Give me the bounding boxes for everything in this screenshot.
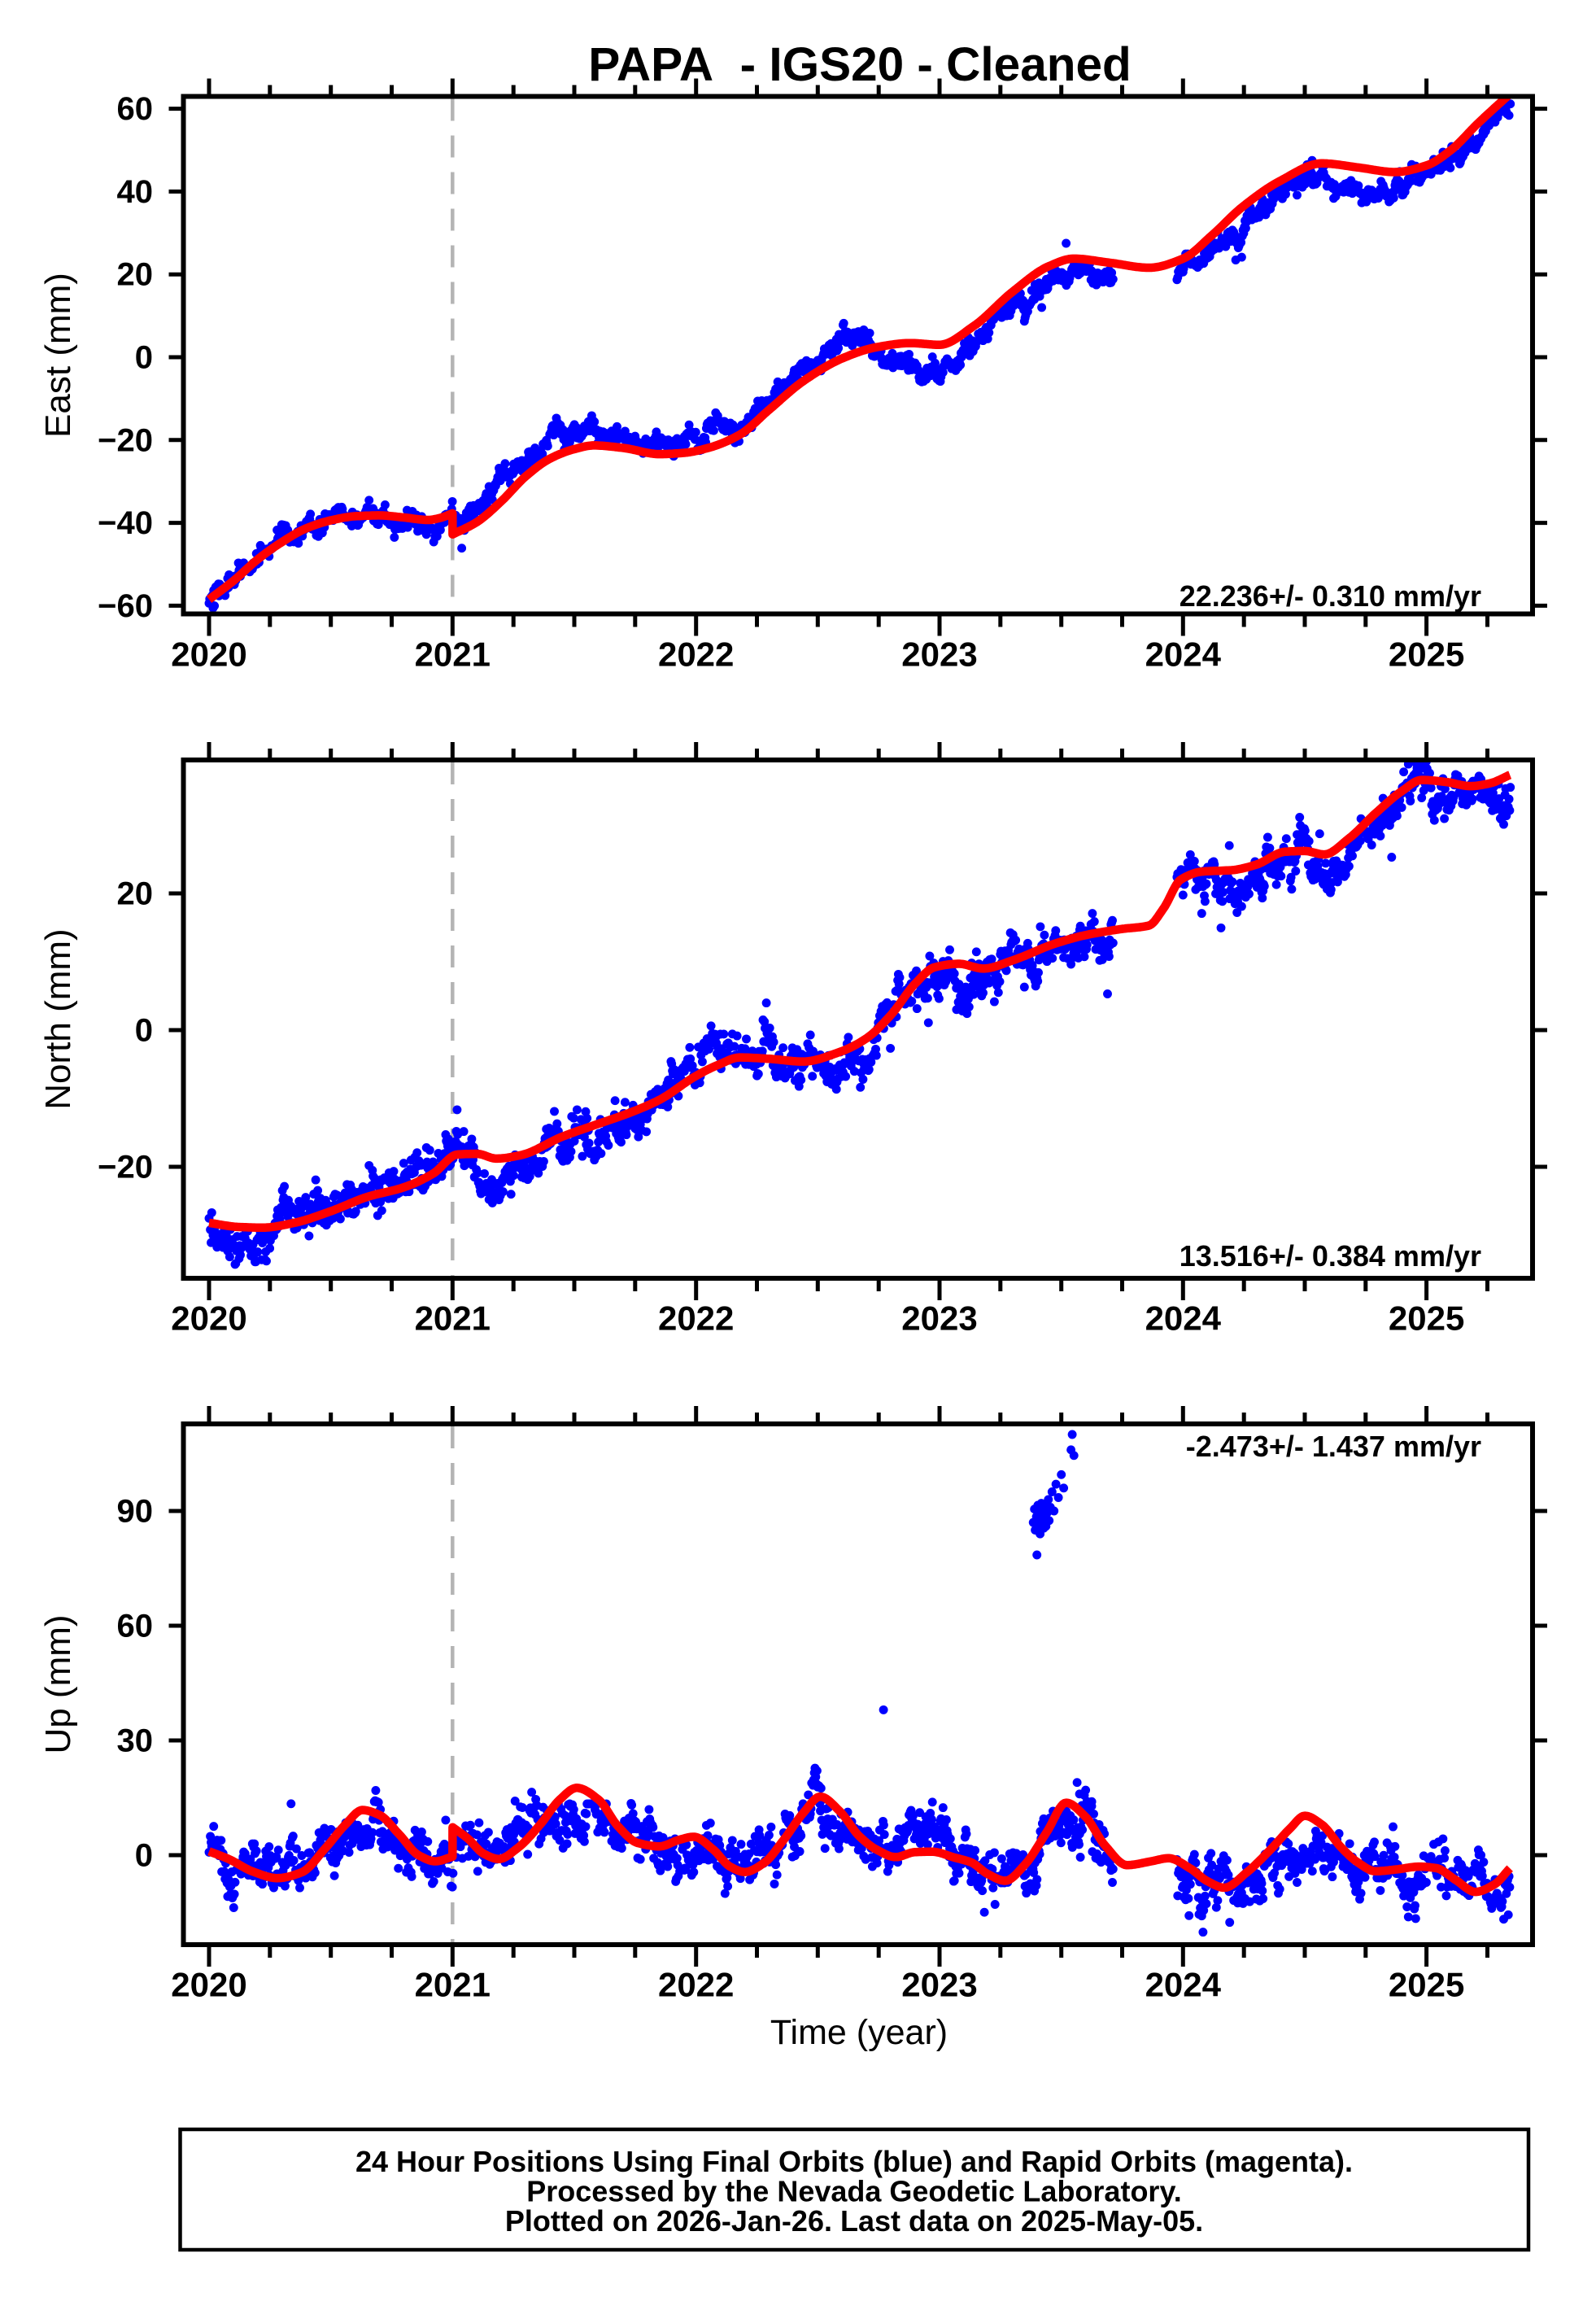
svg-text:2021: 2021 xyxy=(415,635,491,674)
svg-text:−20: −20 xyxy=(98,1150,153,1186)
svg-text:Up (mm): Up (mm) xyxy=(38,1614,78,1753)
svg-text:13.516+/- 0.384 mm/yr: 13.516+/- 0.384 mm/yr xyxy=(1180,1239,1481,1273)
svg-text:2020: 2020 xyxy=(171,1299,246,1338)
svg-text:40: 40 xyxy=(117,174,154,210)
svg-text:2023: 2023 xyxy=(901,1966,977,2004)
svg-text:0: 0 xyxy=(135,1013,153,1049)
svg-text:2021: 2021 xyxy=(415,1299,491,1338)
svg-text:2022: 2022 xyxy=(658,1966,734,2004)
svg-text:−60: −60 xyxy=(98,588,153,624)
svg-text:24 Hour Positions Using Final: 24 Hour Positions Using Final Orbits (bl… xyxy=(355,2145,1353,2178)
svg-text:2024: 2024 xyxy=(1145,1299,1222,1338)
svg-text:-2.473+/- 1.437 mm/yr: -2.473+/- 1.437 mm/yr xyxy=(1186,1430,1481,1463)
svg-text:2025: 2025 xyxy=(1389,1966,1464,2004)
svg-text:Plotted on 2026-Jan-26. Last d: Plotted on 2026-Jan-26. Last data on 202… xyxy=(505,2204,1203,2238)
svg-text:60: 60 xyxy=(117,1609,154,1644)
svg-text:−20: −20 xyxy=(98,422,153,458)
svg-text:2025: 2025 xyxy=(1389,1299,1464,1338)
svg-text:60: 60 xyxy=(117,91,154,127)
svg-text:2020: 2020 xyxy=(171,1966,246,2004)
svg-text:2025: 2025 xyxy=(1389,635,1464,674)
svg-text:East (mm): East (mm) xyxy=(38,273,78,438)
svg-text:22.236+/- 0.310 mm/yr: 22.236+/- 0.310 mm/yr xyxy=(1180,579,1481,613)
svg-text:PAPA - IGS20 - Cleaned: PAPA - IGS20 - Cleaned xyxy=(588,38,1132,91)
svg-text:2022: 2022 xyxy=(658,1299,734,1338)
svg-text:2021: 2021 xyxy=(415,1966,491,2004)
svg-text:2023: 2023 xyxy=(901,1299,977,1338)
svg-text:20: 20 xyxy=(117,876,154,912)
svg-text:2020: 2020 xyxy=(171,635,246,674)
svg-text:20: 20 xyxy=(117,257,154,293)
svg-text:Time (year): Time (year) xyxy=(770,2013,948,2052)
svg-text:Processed by the Nevada Geodet: Processed by the Nevada Geodetic Laborat… xyxy=(526,2175,1182,2208)
svg-text:2024: 2024 xyxy=(1145,635,1222,674)
svg-text:0: 0 xyxy=(135,340,153,376)
svg-text:0: 0 xyxy=(135,1838,153,1874)
svg-text:2022: 2022 xyxy=(658,635,734,674)
svg-text:−40: −40 xyxy=(98,505,153,541)
svg-text:2023: 2023 xyxy=(901,635,977,674)
svg-text:2024: 2024 xyxy=(1145,1966,1222,2004)
svg-text:30: 30 xyxy=(117,1723,154,1759)
svg-text:North (mm): North (mm) xyxy=(38,928,78,1109)
svg-text:90: 90 xyxy=(117,1494,154,1530)
